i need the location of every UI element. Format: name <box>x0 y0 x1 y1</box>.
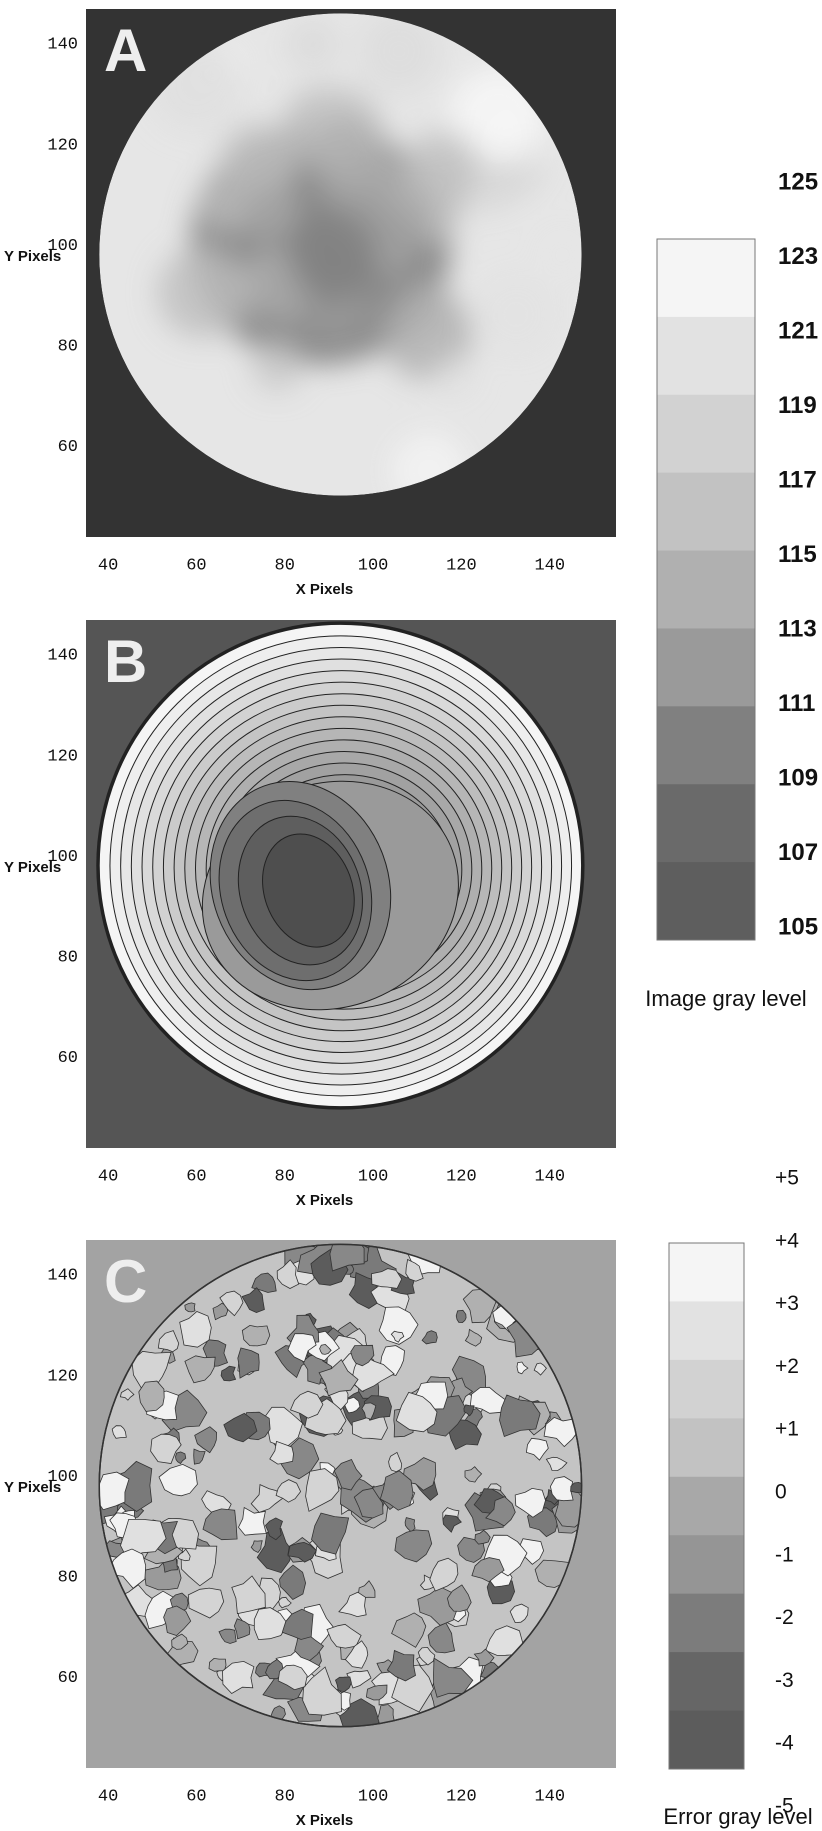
colorbar-band <box>657 551 755 629</box>
x-tick-label: 120 <box>446 1787 477 1806</box>
texture <box>406 130 479 203</box>
colorbar-tick-label: +4 <box>775 1229 799 1252</box>
colorbar-band <box>657 784 755 862</box>
colorbar-tick-label: 0 <box>775 1481 787 1504</box>
noise-patch <box>185 1303 195 1312</box>
x-tick-label: 140 <box>534 1787 565 1806</box>
colorbar-tick-label: -3 <box>775 1669 794 1692</box>
colorbar-tick-label: 107 <box>778 839 818 866</box>
colorbar-band <box>669 1301 744 1360</box>
texture <box>477 275 556 354</box>
noise-patch <box>456 1310 466 1322</box>
colorbar-tick-label: 123 <box>778 243 818 270</box>
colorbar-tick-label: 105 <box>778 913 818 940</box>
x-tick-label: 120 <box>446 556 477 575</box>
y-tick-label: 120 <box>47 1367 78 1386</box>
texture <box>538 230 587 279</box>
x-axis-label: X Pixels <box>296 581 354 598</box>
colorbar-tick-label: 125 <box>778 168 818 195</box>
colorbar-band <box>669 1360 744 1419</box>
colorbar-band <box>657 862 755 940</box>
texture <box>434 357 472 395</box>
noise-patch <box>242 1325 269 1346</box>
plot-area <box>83 1227 616 1768</box>
x-tick-label: 140 <box>534 556 565 575</box>
y-tick-label: 60 <box>58 1049 78 1068</box>
y-tick-label: 140 <box>47 1267 78 1286</box>
colorbar-band <box>669 1243 744 1302</box>
x-tick-label: 80 <box>275 1787 295 1806</box>
colorbar-tick-label: +5 <box>775 1167 799 1190</box>
x-tick-label: 60 <box>186 1787 206 1806</box>
x-tick-label: 140 <box>534 1167 565 1186</box>
figure: A 40 60 80 100 120 140 60 80 100 120 140 X Pixels Y P… <box>0 0 822 1831</box>
y-tick-label: 80 <box>58 337 78 356</box>
colorbar-tick-label: 119 <box>778 392 817 419</box>
colorbar-title: Error gray level <box>663 1804 812 1829</box>
x-axis-label: X Pixels <box>296 1192 354 1209</box>
colorbar-tick-label: -1 <box>775 1543 794 1566</box>
colorbar-band <box>669 1477 744 1536</box>
colorbar-band <box>669 1652 744 1711</box>
colorbar-band <box>657 706 755 784</box>
colorbar-tick-label: 113 <box>778 615 817 642</box>
x-tick-label: 60 <box>186 556 206 575</box>
texture <box>287 18 339 70</box>
y-tick-label: 60 <box>58 438 78 457</box>
colorbar-tick-label: 109 <box>778 764 818 791</box>
x-axis-label: X Pixels <box>296 1812 354 1829</box>
x-tick-label: 40 <box>98 556 118 575</box>
texture <box>157 247 248 338</box>
noise-patch <box>209 1658 226 1671</box>
colorbar-band <box>669 1594 744 1653</box>
colorbar-tick-label: +2 <box>775 1355 799 1378</box>
y-tick-label: 140 <box>47 647 78 666</box>
colorbar-tick-label: 111 <box>778 690 815 717</box>
y-tick-label: 120 <box>47 136 78 155</box>
colorbar-tick-label: 115 <box>778 541 817 568</box>
x-tick-label: 80 <box>275 556 295 575</box>
colorbar-band <box>669 1711 744 1770</box>
x-tick-label: 40 <box>98 1167 118 1186</box>
x-tick-label: 40 <box>98 1787 118 1806</box>
colorbar-band <box>669 1535 744 1594</box>
colorbar-band <box>657 473 755 551</box>
x-tick-label: 100 <box>358 1787 389 1806</box>
y-tick-label: 120 <box>47 747 78 766</box>
colorbar-band <box>657 395 755 473</box>
y-tick-label: 80 <box>58 1568 78 1587</box>
colorbar-tick-label: +3 <box>775 1292 799 1315</box>
colorbar-tick-label: -4 <box>775 1732 794 1755</box>
y-axis-label: Y Pixels <box>4 1479 61 1496</box>
y-axis-label: Y Pixels <box>4 859 61 876</box>
colorbar-tick-label: -2 <box>775 1606 794 1629</box>
texture <box>287 209 378 300</box>
colorbar-band <box>669 1418 744 1477</box>
plot-area <box>86 620 616 1148</box>
colorbar-band <box>657 239 755 317</box>
colorbar-tick-label: +1 <box>775 1418 799 1441</box>
texture <box>252 341 302 391</box>
x-tick-label: 80 <box>275 1167 295 1186</box>
x-tick-label: 100 <box>358 556 389 575</box>
y-axis-label: Y Pixels <box>4 248 61 265</box>
colorbar-title: Image gray level <box>645 986 806 1011</box>
panel-label: B <box>104 628 147 695</box>
texture <box>238 181 297 240</box>
texture <box>310 114 390 194</box>
y-tick-label: 80 <box>58 948 78 967</box>
colorbar-tick-label: 121 <box>778 317 818 344</box>
x-tick-label: 120 <box>446 1167 477 1186</box>
y-tick-label: 60 <box>58 1669 78 1688</box>
panel-label: A <box>104 17 147 84</box>
colorbar-tick-label: 117 <box>778 466 817 493</box>
colorbar-band <box>657 317 755 395</box>
plot-area <box>86 9 616 537</box>
noise-patch <box>330 1227 364 1271</box>
panel-label: C <box>104 1248 147 1315</box>
y-tick-label: 140 <box>47 36 78 55</box>
x-tick-label: 100 <box>358 1167 389 1186</box>
x-tick-label: 60 <box>186 1167 206 1186</box>
colorbar-band <box>657 628 755 706</box>
